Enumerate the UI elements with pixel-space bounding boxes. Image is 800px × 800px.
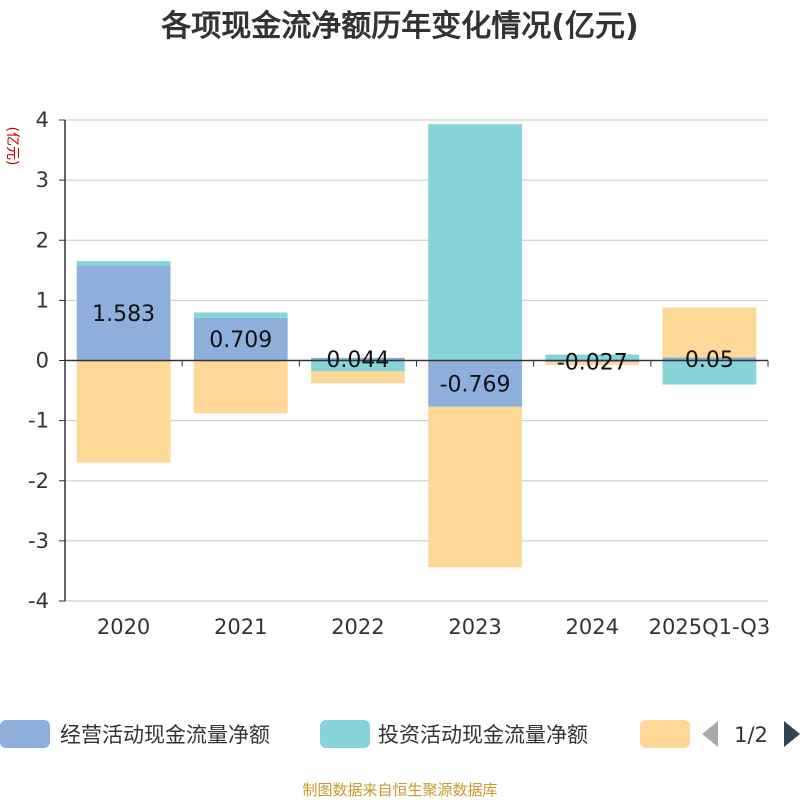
source-note: 制图数据来自恒生聚源数据库	[302, 781, 497, 799]
legend: 经营活动现金流量净额 投资活动现金流量净额 1/2	[0, 720, 800, 748]
y-tick-label: -1	[28, 409, 49, 433]
bar-2023-series-3[interactable]	[428, 406, 522, 568]
y-tick-label: 2	[36, 228, 49, 252]
x-tick-label: 2023	[448, 615, 501, 639]
bar-2022-series-2[interactable]	[311, 360, 405, 372]
bar-2020-series-2[interactable]	[76, 261, 171, 266]
bar-2020-series-3[interactable]	[76, 360, 171, 463]
x-tick-label: 2021	[214, 615, 267, 639]
legend-prev-icon[interactable]	[702, 721, 718, 747]
bar-2024-series-1[interactable]	[545, 360, 640, 363]
bars	[76, 124, 757, 568]
y-tick-label: 1	[36, 288, 49, 312]
bar-2021-series-2[interactable]	[193, 312, 288, 318]
legend-label-2[interactable]: 投资活动现金流量净额	[378, 723, 588, 747]
y-tick-label: -2	[28, 469, 49, 493]
chart-title: 各项现金流净额历年变化情况(亿元)	[160, 9, 638, 44]
data-label-2025Q1-Q3: 0.05	[685, 348, 734, 373]
x-tick-label: 2025Q1-Q3	[649, 615, 771, 639]
data-label-2021: 0.709	[209, 328, 272, 353]
bar-2020-series-1[interactable]	[76, 265, 171, 361]
bar-2023-series-1[interactable]	[428, 360, 522, 407]
legend-swatch-3[interactable]	[640, 720, 690, 748]
legend-next-icon[interactable]	[784, 721, 800, 747]
axes: 4 3 2 1 0 -1 -2 -3 -4 2020 2021 2022 2023 2024 2025Q1-…	[28, 108, 770, 639]
legend-swatch-2[interactable]	[320, 720, 370, 748]
bar-2024-series-2[interactable]	[545, 354, 640, 361]
x-tick-label: 2020	[97, 615, 150, 639]
bar-2025Q1-Q3-series-2[interactable]	[662, 360, 757, 385]
data-labels: 1.583 0.709 0.044 -0.769 -0.027 0.05	[92, 302, 734, 398]
y-axis-unit: (亿元)	[4, 127, 20, 166]
data-label-2020: 1.583	[92, 302, 155, 327]
y-tick-label: 3	[36, 168, 49, 192]
bar-2025Q1-Q3-series-3[interactable]	[662, 307, 757, 358]
y-tick-label: -3	[28, 529, 49, 553]
data-label-2022: 0.044	[326, 348, 389, 373]
bar-2021-series-1[interactable]	[193, 317, 288, 361]
x-tick-label: 2022	[331, 615, 384, 639]
bar-2021-series-3[interactable]	[193, 360, 288, 414]
y-tick-label: 0	[36, 349, 49, 373]
x-tick-label: 2024	[566, 615, 619, 639]
bar-2022-series-1[interactable]	[311, 357, 405, 361]
legend-page-indicator: 1/2	[734, 723, 768, 747]
legend-swatch-1[interactable]	[0, 720, 50, 748]
y-tick-label: -4	[28, 589, 49, 613]
legend-label-1[interactable]: 经营活动现金流量净额	[60, 723, 270, 747]
bar-2023-series-2[interactable]	[428, 124, 522, 361]
y-tick-label: 4	[36, 108, 49, 132]
data-label-2024: -0.027	[557, 350, 628, 375]
bar-2022-series-3[interactable]	[311, 371, 405, 384]
bar-2024-series-3[interactable]	[545, 362, 640, 366]
data-label-2023: -0.769	[440, 373, 511, 398]
bar-2025Q1-Q3-series-1[interactable]	[662, 357, 757, 361]
